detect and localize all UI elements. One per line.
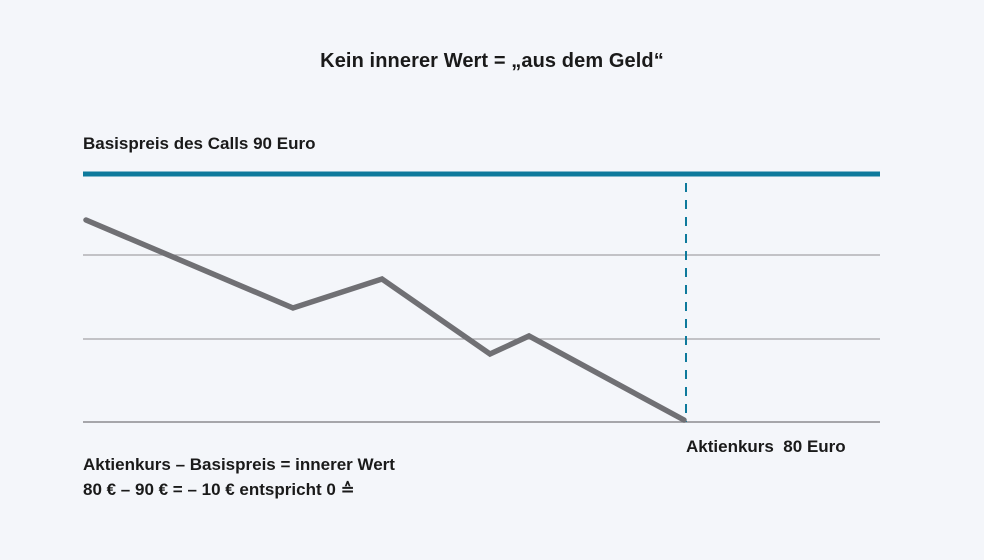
intrinsic-value-formula: Aktienkurs – Basispreis = innerer Wert 8… <box>83 452 395 502</box>
chart-title: Kein innerer Wert = „aus dem Geld“ <box>320 50 664 72</box>
gridlines <box>83 254 880 423</box>
formula-line-1: Aktienkurs – Basispreis = innerer Wert <box>83 455 395 474</box>
current-price-label: Aktienkurs 80 Euro <box>686 437 846 456</box>
formula-line-2: 80 € – 90 € = – 10 € entspricht 0 ≙ <box>83 480 355 499</box>
stock-price-line <box>83 217 687 423</box>
strike-price-label: Basispreis des Calls 90 Euro <box>83 134 316 153</box>
